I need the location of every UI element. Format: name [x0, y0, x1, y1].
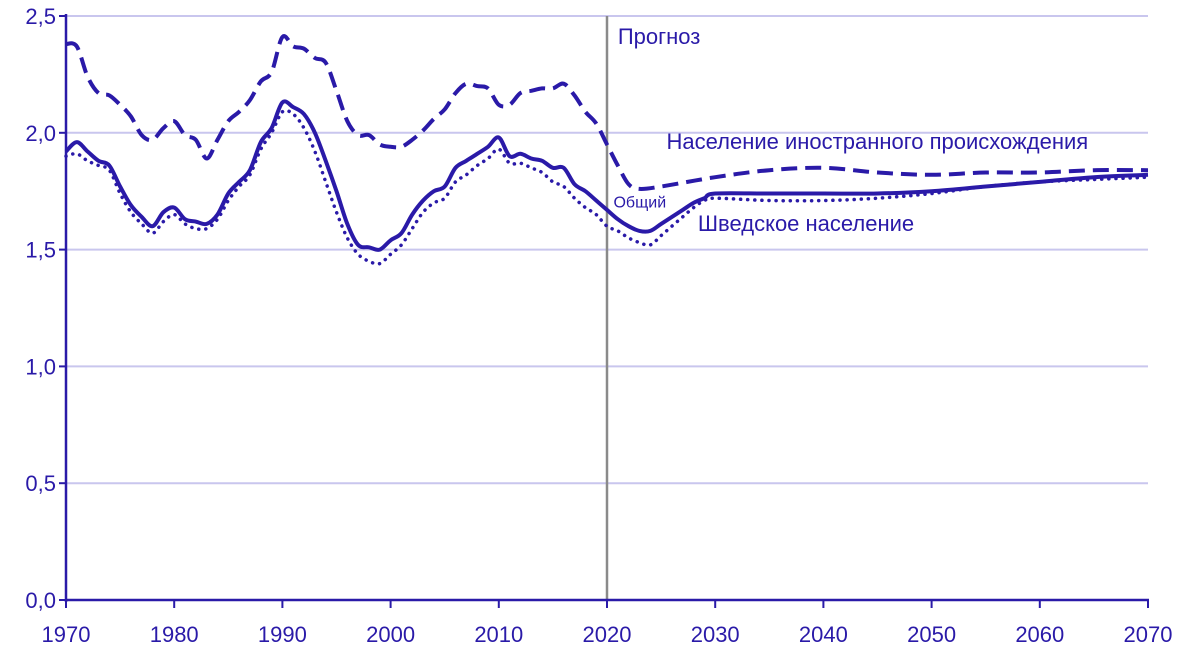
- x-tick-label: 1980: [150, 622, 199, 647]
- x-tick-label: 2020: [583, 622, 632, 647]
- x-tick-label: 2040: [799, 622, 848, 647]
- x-tick-label: 2050: [907, 622, 956, 647]
- x-tick-label: 1990: [258, 622, 307, 647]
- axes: [59, 14, 1149, 608]
- x-tick-label: 2000: [366, 622, 415, 647]
- total-label: Общий: [613, 195, 666, 212]
- x-tick-label: 1970: [42, 622, 91, 647]
- y-tick-label: 0,0: [25, 588, 56, 613]
- x-tick-labels: 1970 1980 1990 2000 2010 2020 2030 2040 2050 2060…: [42, 622, 1173, 647]
- series-line-dashed: [65, 34, 1149, 191]
- x-tick-label: 2070: [1124, 622, 1173, 647]
- annotations: Прогноз Население иностранного происхожде…: [613, 24, 1088, 236]
- y-tick-label: 1,0: [25, 354, 56, 379]
- series-line-solid: [64, 99, 1149, 252]
- swedish-born-label: Шведское население: [698, 211, 914, 236]
- y-tick-labels: 0,0 0,5 1,0 1,5 2,0 2,5: [25, 4, 56, 613]
- x-tick-label: 2030: [691, 622, 740, 647]
- x-tick-label: 2010: [474, 622, 523, 647]
- y-tick-label: 1,5: [25, 238, 56, 263]
- foreign-born-label: Население иностранного происхождения: [667, 129, 1089, 154]
- y-tick-label: 2,5: [25, 4, 56, 29]
- forecast-label: Прогноз: [618, 24, 701, 49]
- series-lines: [64, 34, 1150, 266]
- y-tick-label: 2,0: [25, 121, 56, 146]
- y-tick-label: 0,5: [25, 471, 56, 496]
- x-tick-label: 2060: [1015, 622, 1064, 647]
